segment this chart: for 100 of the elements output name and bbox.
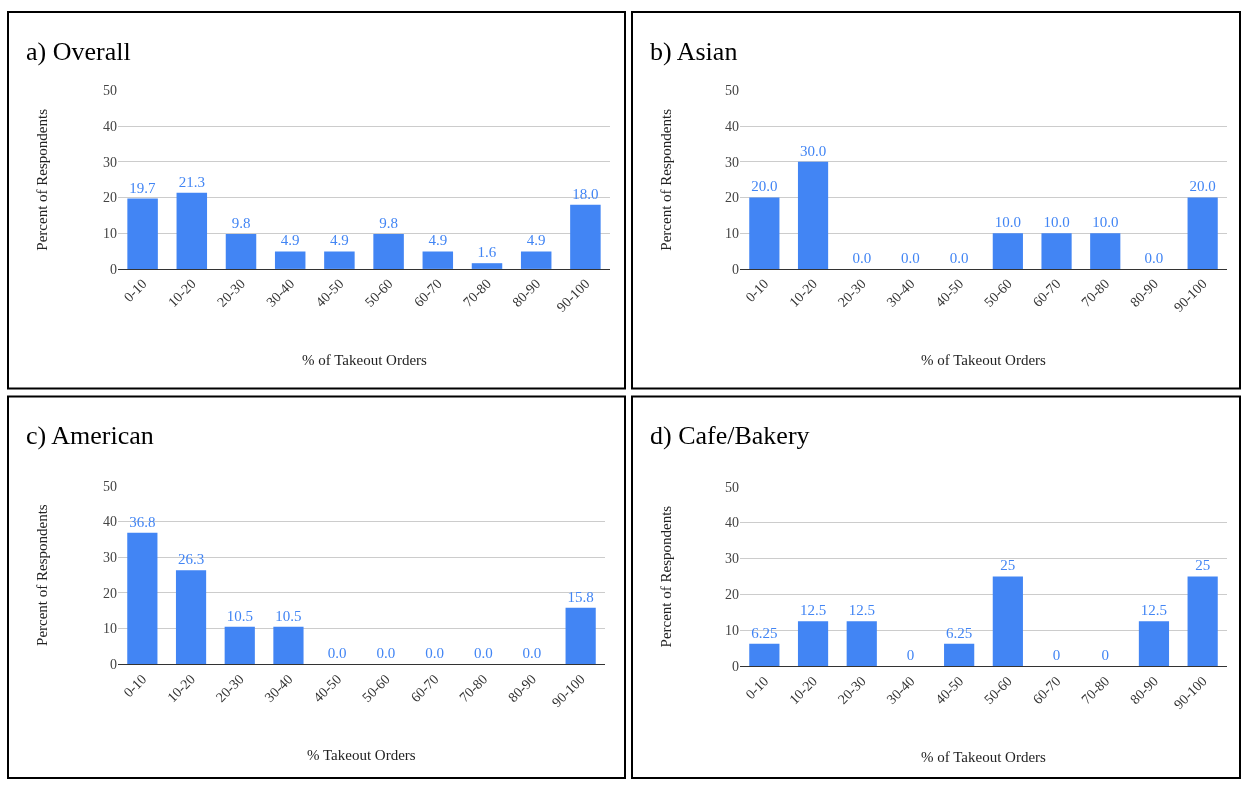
x-axis-title: % of Takeout Orders xyxy=(921,749,1047,765)
data-label: 10.0 xyxy=(994,214,1021,231)
bar xyxy=(225,233,257,269)
bar xyxy=(127,198,158,269)
x-tick-label: 0-10 xyxy=(120,671,150,701)
bar xyxy=(565,607,596,665)
bar xyxy=(1090,233,1121,269)
y-tick-label: 40 xyxy=(103,514,117,530)
y-tick-label: 50 xyxy=(725,83,739,99)
data-label: 0.0 xyxy=(901,249,920,266)
bar xyxy=(373,233,404,269)
data-label: 0 xyxy=(1101,647,1109,664)
bar xyxy=(175,570,207,665)
chart-title: d) Cafe/Bakery xyxy=(650,421,810,450)
bar xyxy=(127,532,158,665)
data-label: 4.9 xyxy=(330,232,349,249)
bar xyxy=(224,626,255,665)
chart-title: b) Asian xyxy=(650,37,738,66)
bar xyxy=(992,576,1023,667)
y-tick-label: 10 xyxy=(103,226,117,242)
y-tick-label: 30 xyxy=(103,154,117,170)
bar xyxy=(797,161,829,269)
data-label: 0.0 xyxy=(376,645,396,662)
y-tick-label: 20 xyxy=(103,585,117,601)
y-tick-label: 30 xyxy=(725,154,739,170)
data-label: 25 xyxy=(1000,557,1016,574)
data-label: 10.0 xyxy=(1043,214,1070,231)
y-axis-title: Percent of Respondents xyxy=(657,505,674,648)
y-tick-label: 10 xyxy=(103,621,117,637)
y-tick-label: 50 xyxy=(103,478,117,494)
y-tick-label: 40 xyxy=(103,118,117,134)
bar xyxy=(1138,621,1170,667)
x-axis-title: % of Takeout Orders xyxy=(302,352,428,368)
bar xyxy=(992,233,1023,269)
data-label: 18.0 xyxy=(572,185,599,202)
data-label: 4.9 xyxy=(280,232,300,249)
data-label: 6.25 xyxy=(946,624,973,641)
data-label: 15.8 xyxy=(567,588,594,605)
y-tick-label: 10 xyxy=(725,226,739,242)
bar xyxy=(797,621,829,667)
data-label: 26.3 xyxy=(177,551,205,568)
y-tick-label: 40 xyxy=(725,515,739,531)
x-axis-title: % Takeout Orders xyxy=(307,747,416,763)
data-label: 6.25 xyxy=(751,624,778,641)
y-tick-label: 50 xyxy=(725,479,739,495)
chart-title: a) Overall xyxy=(26,37,131,66)
data-label: 0.0 xyxy=(1144,249,1164,266)
data-label: 4.9 xyxy=(428,232,448,249)
y-tick-label: 0 xyxy=(732,261,739,277)
bar xyxy=(1187,197,1218,269)
data-label: 1.6 xyxy=(477,244,497,261)
data-label: 30.0 xyxy=(799,142,827,159)
x-axis-title: % of Takeout Orders xyxy=(921,352,1047,368)
data-label: 20.0 xyxy=(1189,178,1216,195)
bar xyxy=(749,643,780,667)
bar xyxy=(520,251,552,269)
data-label: 0 xyxy=(1052,647,1061,664)
data-label: 10.0 xyxy=(1092,214,1119,231)
y-tick-label: 20 xyxy=(103,190,117,206)
bar xyxy=(274,251,306,269)
bar xyxy=(846,621,877,667)
data-label: 0.0 xyxy=(473,645,493,662)
data-label: 9.8 xyxy=(379,214,398,231)
data-label: 10.5 xyxy=(226,607,253,624)
data-label: 0.0 xyxy=(852,249,872,266)
y-tick-label: 0 xyxy=(732,659,739,675)
data-label: 9.8 xyxy=(231,214,251,231)
data-label: 0.0 xyxy=(949,249,969,266)
data-label: 20.0 xyxy=(751,178,778,195)
y-tick-label: 30 xyxy=(725,551,739,567)
data-label: 0.0 xyxy=(425,645,444,662)
y-axis-title: Percent of Respondents xyxy=(34,108,51,251)
y-tick-label: 20 xyxy=(725,587,739,603)
data-label: 12.5 xyxy=(1140,602,1168,619)
y-axis-title: Percent of Respondents xyxy=(34,504,51,646)
bar xyxy=(422,251,454,269)
data-label: 0.0 xyxy=(522,645,542,662)
bar xyxy=(273,626,304,665)
bar xyxy=(1187,576,1218,667)
y-tick-label: 20 xyxy=(725,190,739,206)
data-label: 0.0 xyxy=(327,645,347,662)
chart-title: c) American xyxy=(26,421,154,450)
y-axis-title: Percent of Respondents xyxy=(658,108,675,251)
x-tick-label: 0-10 xyxy=(120,276,150,305)
y-tick-label: 30 xyxy=(103,550,117,566)
data-label: 21.3 xyxy=(178,173,205,190)
y-tick-label: 40 xyxy=(725,118,739,134)
bar xyxy=(176,192,208,269)
bar xyxy=(324,251,355,269)
data-label: 25 xyxy=(1195,557,1211,574)
y-tick-label: 0 xyxy=(110,657,117,673)
data-label: 36.8 xyxy=(129,513,156,530)
bar xyxy=(944,643,975,667)
bar xyxy=(570,204,601,269)
y-tick-label: 50 xyxy=(103,83,117,99)
x-tick-label: 0-10 xyxy=(742,276,772,305)
y-tick-label: 0 xyxy=(110,261,117,277)
bar xyxy=(1041,233,1072,269)
bar xyxy=(471,263,503,269)
bar xyxy=(749,197,780,269)
